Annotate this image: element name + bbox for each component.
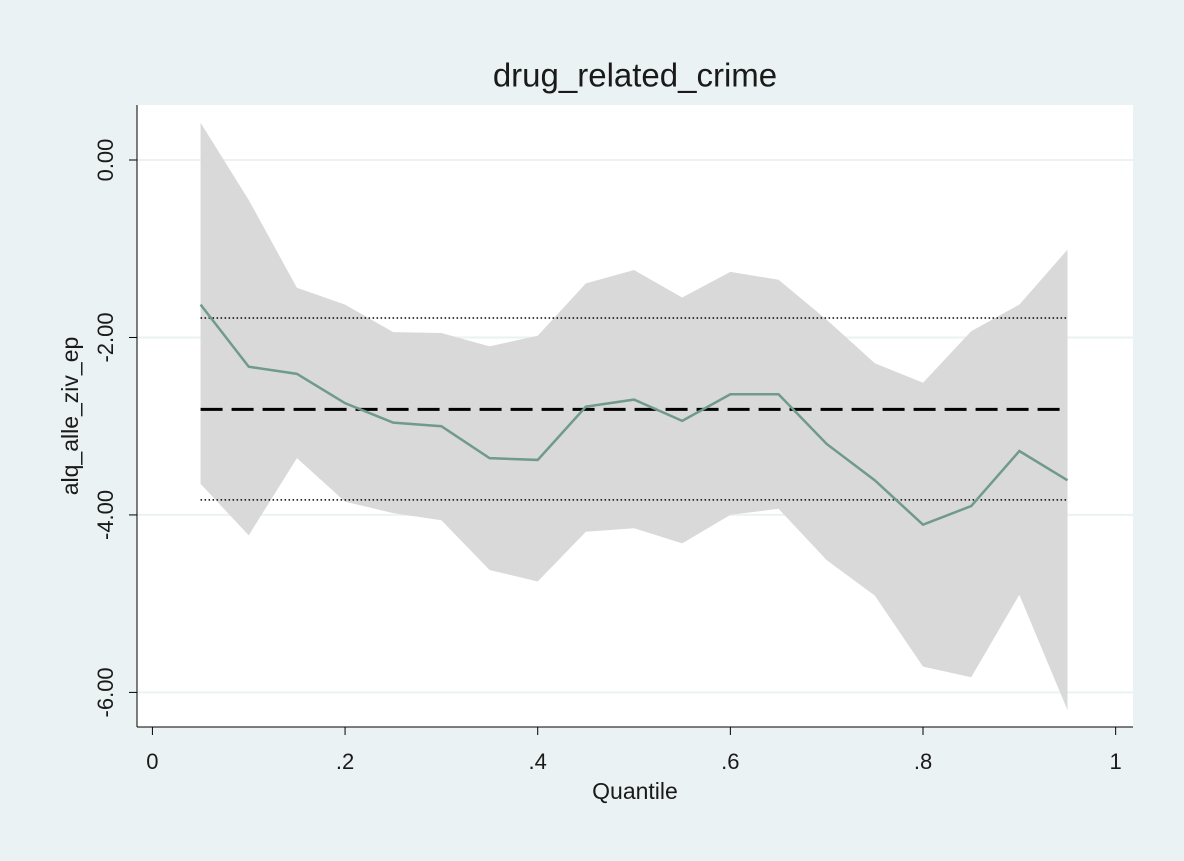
x-tick-label: .6 bbox=[721, 749, 739, 774]
x-tick-label: 0 bbox=[146, 749, 158, 774]
y-tick-label: -6.00 bbox=[93, 667, 118, 717]
y-axis-title: alq_alle_ziv_ep bbox=[57, 337, 83, 496]
y-tick-label: -2.00 bbox=[93, 312, 118, 362]
x-axis-title: Quantile bbox=[592, 778, 678, 804]
x-tick-label: 1 bbox=[1110, 749, 1122, 774]
x-tick-label: .2 bbox=[336, 749, 354, 774]
confidence-band bbox=[200, 122, 1068, 711]
x-tick-label: .8 bbox=[914, 749, 932, 774]
y-tick-label: 0.00 bbox=[93, 139, 118, 182]
x-tick-label: .4 bbox=[529, 749, 547, 774]
y-tick-label: -4.00 bbox=[93, 490, 118, 540]
quantile-line bbox=[199, 303, 1069, 527]
chart-title: drug_related_crime bbox=[493, 57, 777, 94]
